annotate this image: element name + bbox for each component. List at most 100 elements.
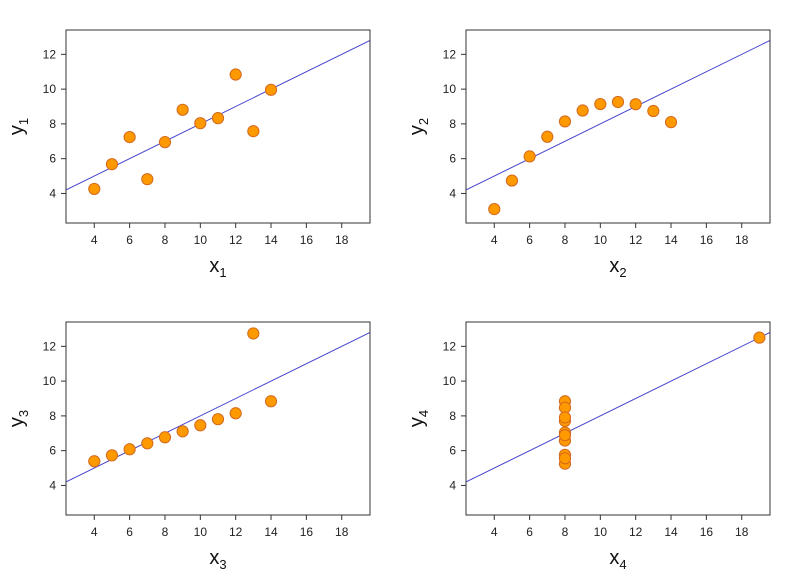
x-tick-label: 10 <box>194 233 208 247</box>
y-tick-label: 4 <box>449 478 456 492</box>
x-tick-label: 18 <box>735 525 749 539</box>
data-point <box>647 104 660 118</box>
x-tick-label: 10 <box>194 525 208 539</box>
y-tick-label: 12 <box>43 339 57 353</box>
data-point <box>105 158 119 171</box>
data-point <box>176 425 189 438</box>
data-point <box>664 116 678 129</box>
data-point <box>123 131 136 144</box>
x-tick-label: 8 <box>562 525 569 539</box>
x-axis-label: x1 <box>209 255 226 280</box>
x-tick-label: 16 <box>300 233 314 247</box>
data-point <box>194 117 207 130</box>
data-point <box>264 83 278 96</box>
x-tick-label: 4 <box>491 233 498 247</box>
data-point <box>88 182 101 196</box>
plot-frame <box>65 29 371 224</box>
data-point <box>88 455 101 468</box>
x-tick-label: 14 <box>264 233 278 247</box>
data-point <box>194 419 207 432</box>
x-tick-label: 12 <box>229 233 243 247</box>
y-tick-label: 8 <box>49 117 56 131</box>
y-tick-label: 10 <box>443 374 457 388</box>
x-tick-label: 12 <box>629 525 643 539</box>
data-point <box>753 331 766 344</box>
data-point <box>123 443 136 456</box>
y-tick-label: 6 <box>449 444 456 458</box>
data-point <box>158 136 172 149</box>
data-point <box>105 449 119 462</box>
x-axis-label: x2 <box>609 255 626 280</box>
x-tick-label: 14 <box>264 525 278 539</box>
data-point <box>158 431 172 444</box>
x-tick-label: 18 <box>335 525 349 539</box>
x-tick-label: 8 <box>162 525 169 539</box>
data-point <box>247 327 260 340</box>
data-point <box>264 395 278 408</box>
x-tick-label: 16 <box>700 233 714 247</box>
x-tick-label: 4 <box>91 233 98 247</box>
x-tick-label: 10 <box>594 233 608 247</box>
data-point <box>558 429 572 442</box>
x-tick-label: 12 <box>629 233 643 247</box>
plot-frame <box>465 321 771 516</box>
x-tick-label: 16 <box>300 525 314 539</box>
data-point <box>541 130 554 143</box>
y-tick-label: 6 <box>49 152 56 166</box>
y-tick-label: 8 <box>449 409 456 423</box>
x-tick-label: 14 <box>664 233 678 247</box>
x-axis-label: x4 <box>609 547 626 572</box>
data-point <box>629 98 642 111</box>
data-point <box>229 407 242 420</box>
plot-frame <box>65 321 371 516</box>
data-point <box>211 413 225 426</box>
x-tick-label: 18 <box>735 233 749 247</box>
x-tick-label: 4 <box>91 525 98 539</box>
y-axis-label: y3 <box>6 410 31 427</box>
x-tick-label: 4 <box>491 525 498 539</box>
data-point <box>594 97 607 111</box>
data-point <box>247 125 260 138</box>
plot-frame <box>465 29 771 224</box>
y-tick-label: 8 <box>49 409 56 423</box>
data-point <box>141 173 154 186</box>
y-tick-label: 4 <box>49 478 56 492</box>
x-tick-label: 6 <box>526 525 533 539</box>
y-tick-label: 4 <box>449 186 456 200</box>
x-tick-label: 10 <box>594 525 608 539</box>
x-tick-label: 8 <box>162 233 169 247</box>
data-point <box>558 115 572 128</box>
data-point <box>505 174 519 187</box>
y-tick-label: 10 <box>43 82 57 96</box>
data-point <box>523 150 536 163</box>
y-axis-label: y4 <box>406 410 431 427</box>
x-tick-label: 6 <box>526 233 533 247</box>
regression-line <box>466 39 770 191</box>
x-axis-label: x3 <box>209 547 226 572</box>
y-tick-label: 10 <box>43 374 57 388</box>
x-tick-label: 18 <box>335 233 349 247</box>
x-tick-label: 8 <box>562 233 569 247</box>
x-tick-label: 12 <box>229 525 243 539</box>
regression-line <box>466 331 770 483</box>
data-point <box>229 68 242 81</box>
y-tick-label: 4 <box>49 186 56 200</box>
data-point <box>558 411 572 424</box>
data-point <box>558 452 572 465</box>
data-point <box>141 437 154 450</box>
y-tick-label: 6 <box>449 152 456 166</box>
y-tick-label: 6 <box>49 444 56 458</box>
data-point <box>176 103 189 116</box>
x-tick-label: 14 <box>664 525 678 539</box>
data-point <box>488 202 501 216</box>
y-axis-label: y2 <box>406 118 431 135</box>
x-tick-label: 16 <box>700 525 714 539</box>
y-axis-label: y1 <box>6 118 31 135</box>
data-point <box>576 104 589 117</box>
y-tick-label: 12 <box>443 339 457 353</box>
y-tick-label: 12 <box>43 47 57 61</box>
